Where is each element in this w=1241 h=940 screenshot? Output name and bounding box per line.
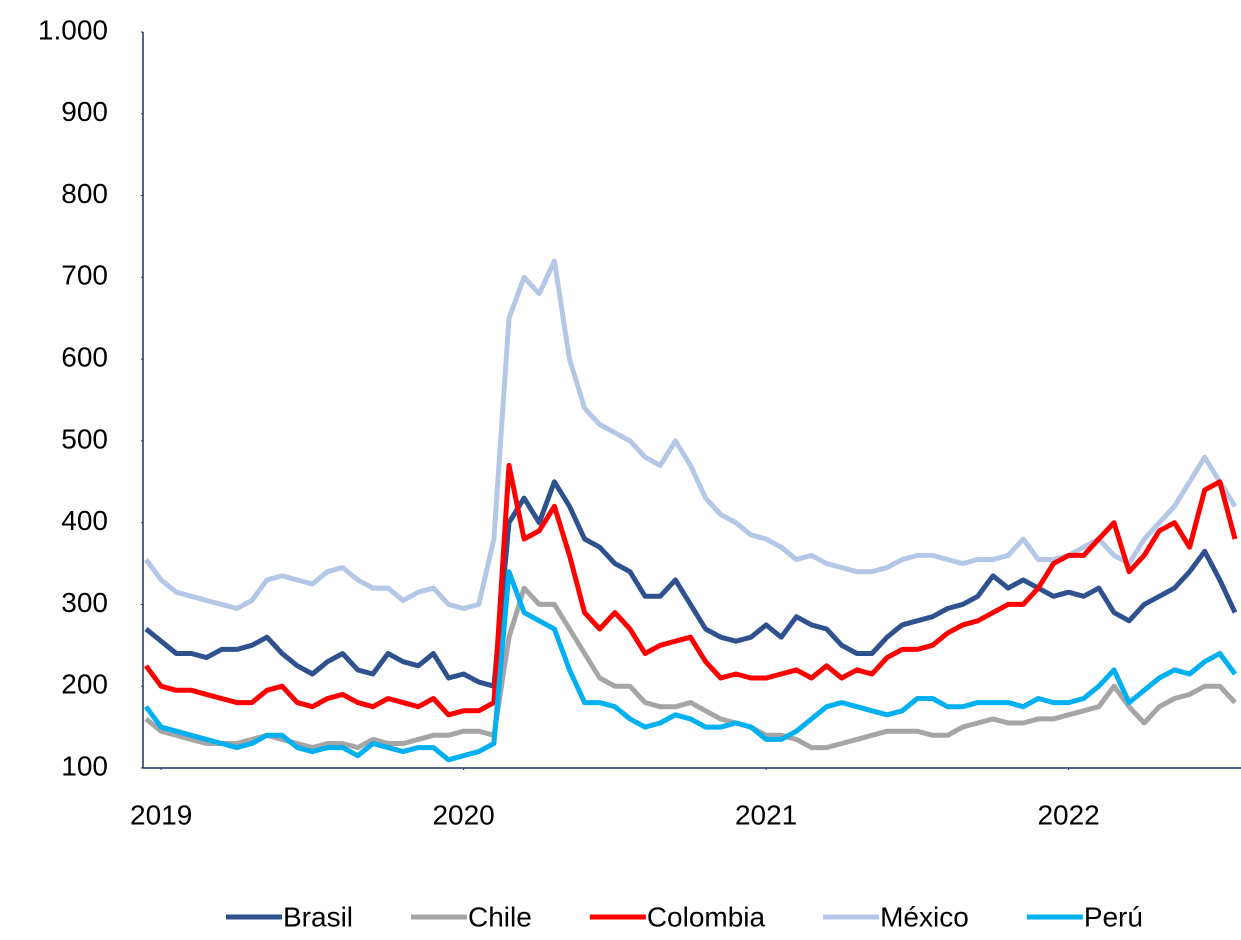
- series-line: [143, 462, 1238, 718]
- x-tick-label: 2020: [432, 799, 494, 830]
- x-tick-label: 2019: [130, 799, 192, 830]
- series-line: [144, 585, 1237, 751]
- y-tick-label: 100: [61, 750, 108, 781]
- x-tick-label: 2022: [1037, 799, 1099, 830]
- series-line: [143, 569, 1238, 763]
- y-tick-label: 600: [61, 342, 108, 373]
- series-line: [144, 479, 1238, 689]
- y-tick-label: 1.000: [38, 14, 108, 45]
- y-tick-label: 900: [61, 96, 108, 127]
- legend-label: Perú: [1084, 901, 1143, 932]
- y-tick-label: 200: [61, 669, 108, 700]
- y-tick-label: 500: [61, 423, 108, 454]
- series-line: [143, 258, 1238, 611]
- legend-label: Chile: [468, 901, 532, 932]
- legend-label: Brasil: [283, 901, 353, 932]
- legend-label: México: [880, 901, 969, 932]
- y-tick-label: 300: [61, 587, 108, 618]
- y-tick-label: 800: [61, 178, 108, 209]
- y-tick-label: 400: [61, 505, 108, 536]
- legend-label: Colombia: [647, 901, 766, 932]
- x-tick-label: 2021: [735, 799, 797, 830]
- y-tick-label: 700: [61, 260, 108, 291]
